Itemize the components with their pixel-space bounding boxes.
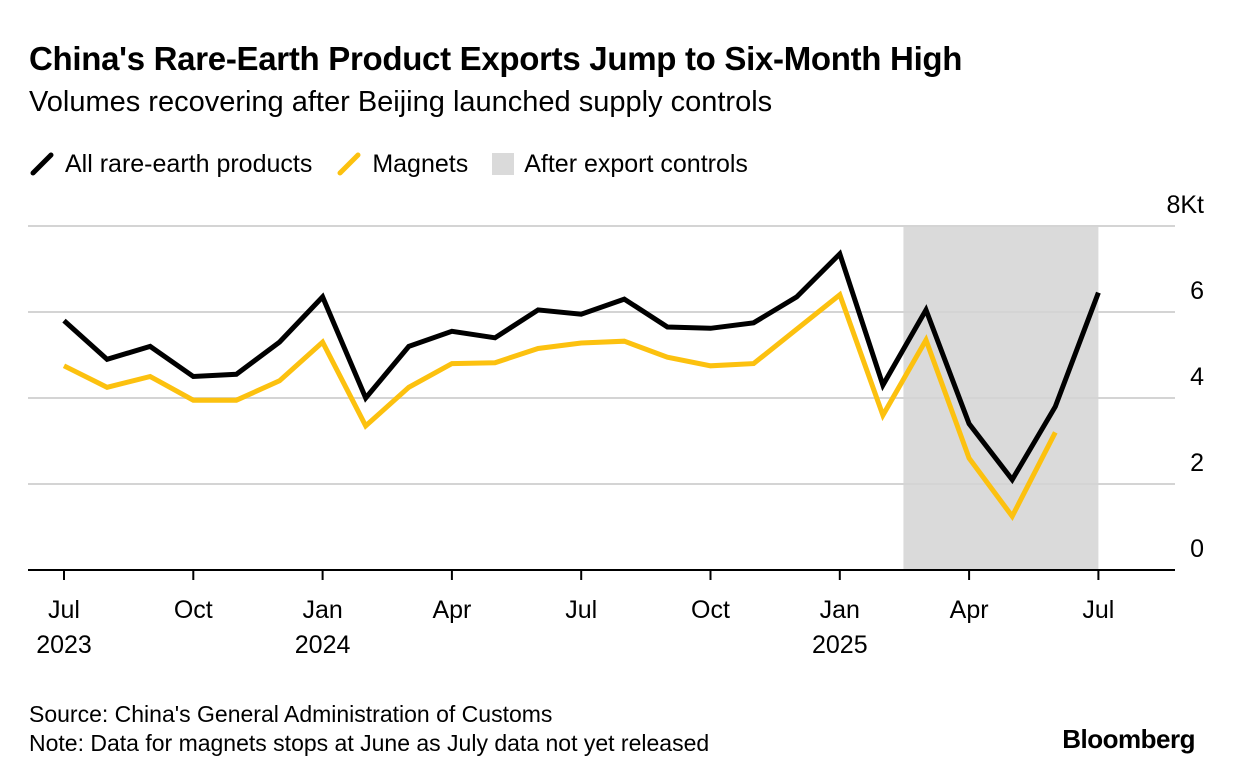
- y-tick-label: 4: [1190, 363, 1204, 391]
- x-tick-label: Jan: [820, 596, 860, 624]
- x-tick-year-label: 2025: [812, 631, 868, 659]
- legend: All rare-earth products Magnets After ex…: [29, 146, 772, 182]
- legend-swatch-shade-icon: [492, 153, 515, 175]
- line-chart: 0 2 4 6 8Kt Jul 2023 Oct Jan 2024 Apr Jul Oct Jan 2025…: [28, 191, 1204, 659]
- series-line-all: [62, 249, 1101, 485]
- legend-label-shade: After export controls: [524, 149, 748, 178]
- legend-item-magnets: Magnets: [336, 150, 468, 179]
- x-tick-label: Jul: [48, 596, 80, 624]
- x-tick-label: Jul: [1082, 596, 1114, 624]
- x-tick-label: Jul: [565, 596, 597, 624]
- legend-item-all: All rare-earth products: [29, 150, 312, 179]
- x-tick-year-label: 2023: [36, 631, 92, 659]
- x-tick-year-label: 2024: [295, 631, 351, 659]
- chart-subtitle: Volumes recovering after Beijing launche…: [29, 86, 773, 118]
- source-note: Source: China's General Administration o…: [29, 701, 553, 727]
- x-tick-label: Oct: [691, 596, 730, 624]
- x-tick-label: Oct: [174, 596, 213, 624]
- bloomberg-logo: Bloomberg: [1062, 724, 1195, 754]
- x-tick-label: Jan: [302, 596, 342, 624]
- legend-swatch-magnets-icon: [337, 152, 361, 176]
- series-line-magnets: [62, 290, 1058, 522]
- y-tick-label: 6: [1190, 277, 1204, 305]
- y-tick-label: 8Kt: [1166, 191, 1204, 219]
- y-tick-label: 2: [1190, 449, 1204, 477]
- footnotes: Source: China's General Administration o…: [29, 700, 709, 758]
- legend-label-magnets: Magnets: [372, 149, 469, 178]
- legend-item-shade: After export controls: [492, 150, 748, 179]
- chart-title: China's Rare-Earth Product Exports Jump …: [29, 40, 963, 77]
- x-tick-label: Apr: [950, 596, 989, 624]
- legend-label-all: All rare-earth products: [65, 149, 313, 178]
- y-tick-label: 0: [1190, 535, 1204, 563]
- x-tick-label: Apr: [432, 596, 471, 624]
- legend-swatch-all-icon: [30, 152, 54, 176]
- data-note: Note: Data for magnets stops at June as …: [29, 730, 710, 756]
